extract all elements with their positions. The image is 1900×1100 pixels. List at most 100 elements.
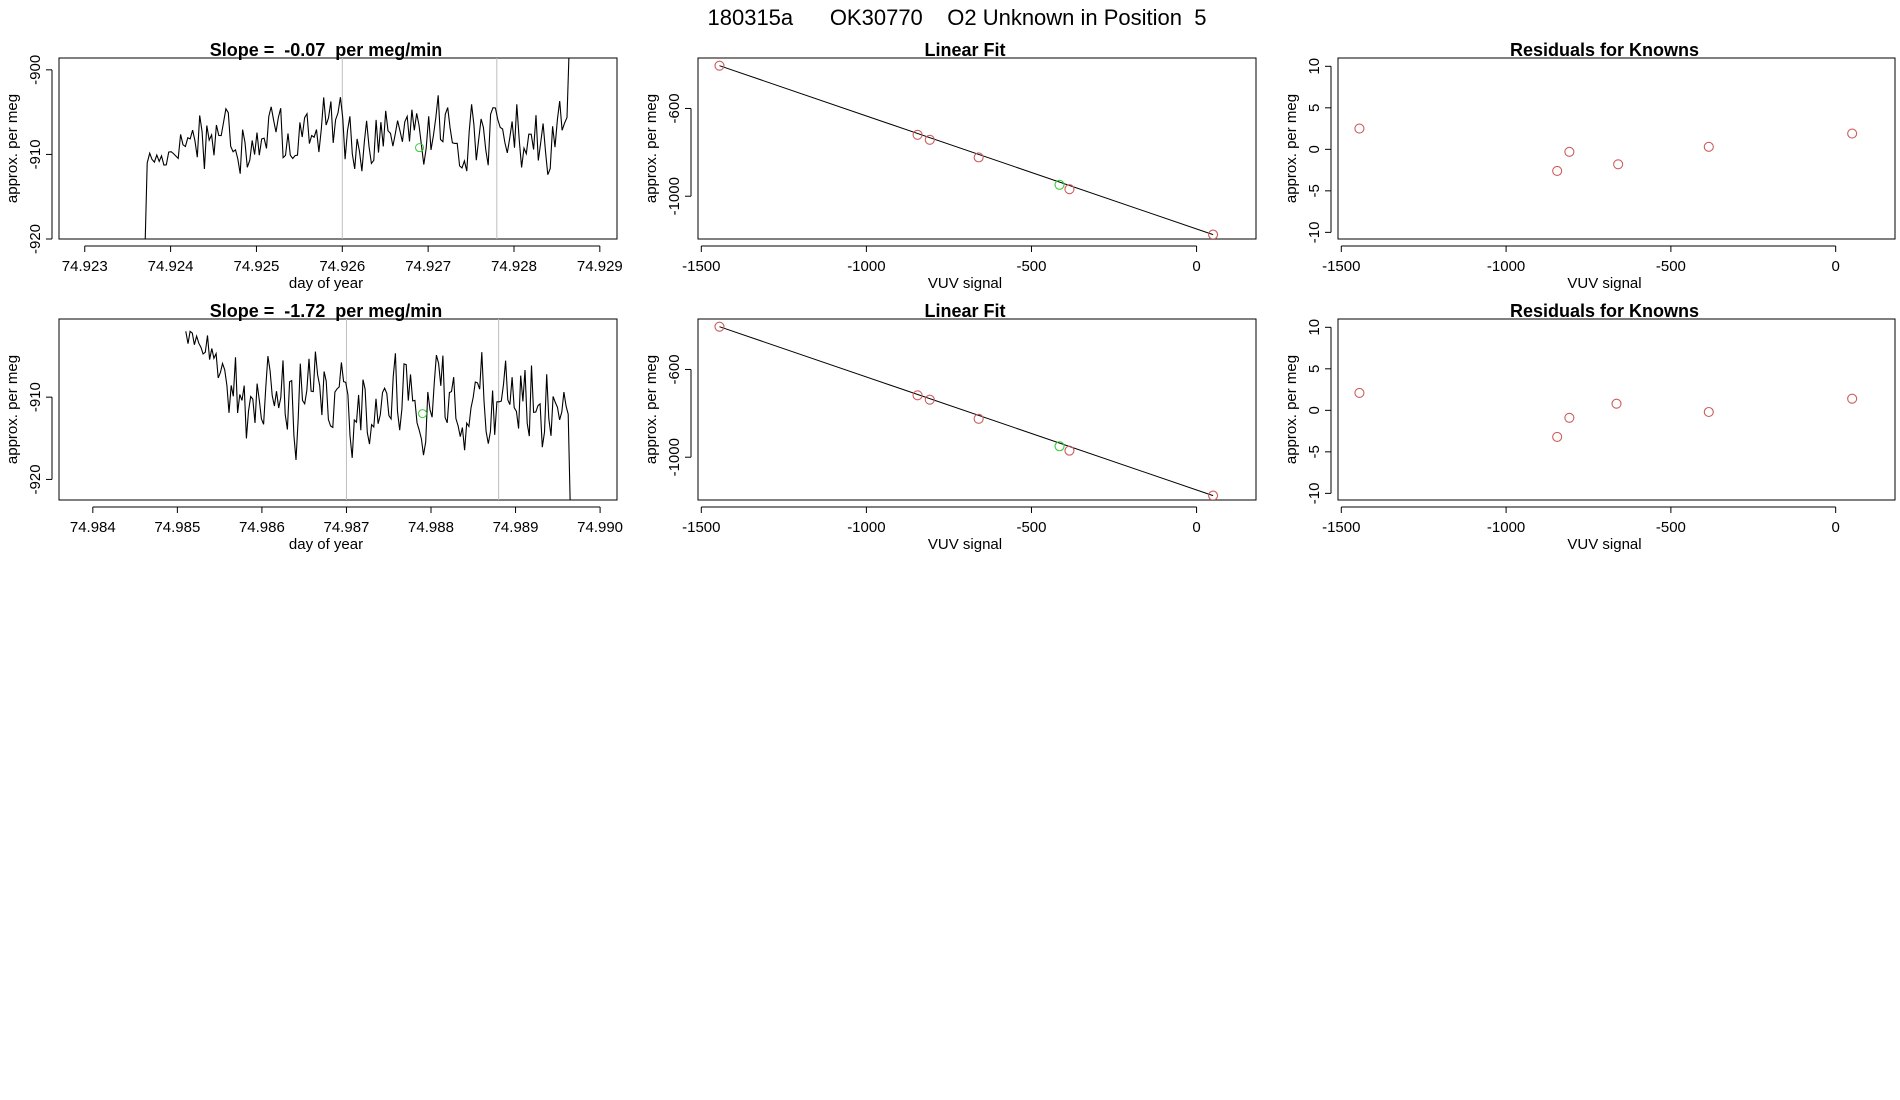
unknown-point — [1054, 441, 1065, 452]
chart-panel-3: Residuals for Knowns -1500 -1000 -500 0 VUV s… — [1283, 40, 1896, 292]
y-tick-label: -5 — [1306, 445, 1323, 458]
x-tick-label: 74.989 — [493, 519, 539, 536]
x-tick-label: 74.929 — [577, 258, 623, 275]
series-line — [144, 58, 570, 239]
x-tick-label: -500 — [1656, 258, 1686, 275]
x-tick-label: -1000 — [1487, 519, 1525, 536]
plot-area — [1354, 387, 1858, 442]
x-axis: 74.984 74.985 74.986 74.987 74.988 74.989 74.9… — [70, 506, 623, 553]
x-tick-label: 0 — [1192, 258, 1200, 275]
x-axis-label: VUV signal — [928, 536, 1002, 553]
known-point — [1703, 406, 1714, 418]
plot-area — [185, 319, 571, 500]
y-tick-label: -1000 — [666, 177, 683, 215]
x-axis-label: VUV signal — [928, 275, 1002, 292]
known-point — [1552, 165, 1563, 176]
x-tick-label: -1500 — [682, 519, 720, 536]
known-point — [1354, 387, 1365, 398]
y-axis-label: approx. per meg — [1283, 94, 1300, 203]
chart-title: Slope = -1.72 per meg/min — [210, 301, 443, 321]
plot-area — [144, 58, 570, 239]
chart-panel-6: Residuals for Knowns -1500 -1000 -500 0 VUV s… — [1283, 301, 1896, 553]
known-point — [973, 413, 984, 424]
x-tick-label: 74.927 — [405, 258, 451, 275]
y-tick-label: 10 — [1306, 319, 1323, 336]
y-axis-label: approx. per meg — [1283, 355, 1300, 464]
known-point — [1847, 393, 1858, 404]
known-point — [714, 60, 725, 71]
plot-area — [714, 60, 1219, 239]
page-title: 180315a OK30770 O2 Unknown in Position 5 — [708, 5, 1207, 30]
known-point — [1611, 398, 1622, 409]
unknown-point — [1054, 179, 1065, 190]
x-tick-label: -1500 — [1322, 258, 1360, 275]
plot-frame — [697, 57, 1257, 240]
x-tick-label: 74.928 — [491, 258, 537, 275]
x-tick-label: -1500 — [682, 258, 720, 275]
plot-frame — [697, 318, 1257, 501]
known-point — [714, 321, 725, 332]
x-tick-label: 74.926 — [319, 258, 365, 275]
y-tick-label: -10 — [1306, 483, 1323, 505]
y-tick-label: -920 — [27, 464, 44, 494]
x-axis: 74.923 74.924 74.925 74.926 74.927 74.928 74.9… — [62, 245, 623, 292]
y-tick-label: 10 — [1306, 58, 1323, 75]
y-tick-label: -10 — [1306, 222, 1323, 244]
y-axis: 10 5 0 -5 -10 approx. per meg — [1283, 58, 1332, 244]
y-axis: -600 -1000 approx. per meg — [643, 93, 692, 215]
x-axis: -1500 -1000 -500 0 VUV signal — [682, 245, 1201, 292]
unknown-marker — [415, 143, 425, 153]
x-tick-label: -500 — [1656, 519, 1686, 536]
known-point — [1064, 445, 1075, 456]
known-point — [1847, 128, 1858, 139]
known-point — [1064, 184, 1075, 195]
known-point — [924, 394, 935, 405]
plot-frame — [1337, 57, 1896, 240]
chart-title: Linear Fit — [924, 301, 1005, 321]
x-axis: -1500 -1000 -500 0 VUV signal — [1322, 245, 1840, 292]
plot-frame — [1337, 318, 1896, 501]
plot-area — [1354, 123, 1858, 176]
x-tick-label: 74.988 — [408, 519, 454, 536]
unknown-marker — [418, 409, 428, 419]
known-point — [1208, 490, 1219, 500]
known-point — [912, 390, 923, 401]
chart-title: Residuals for Knowns — [1510, 301, 1699, 321]
x-tick-label: 0 — [1832, 258, 1840, 275]
y-axis-label: approx. per meg — [4, 355, 21, 464]
x-tick-label: -500 — [1016, 258, 1046, 275]
chart-title: Residuals for Knowns — [1510, 40, 1699, 60]
fit-line — [719, 65, 1214, 236]
y-tick-label: -600 — [666, 93, 683, 123]
y-tick-label: 5 — [1306, 365, 1323, 373]
plot-frame — [58, 57, 618, 240]
x-tick-label: 74.985 — [154, 519, 200, 536]
x-tick-label: 74.925 — [234, 258, 280, 275]
x-axis: -1500 -1000 -500 0 VUV signal — [1322, 506, 1840, 553]
x-tick-label: 74.923 — [62, 258, 108, 275]
plot-frame — [58, 318, 618, 501]
y-axis-label: approx. per meg — [4, 94, 21, 203]
x-tick-label: -1500 — [1322, 519, 1360, 536]
known-point — [1564, 412, 1575, 423]
known-point — [1613, 159, 1624, 170]
y-tick-label: -920 — [27, 224, 44, 254]
known-point — [1552, 431, 1563, 442]
plot-area — [714, 321, 1219, 500]
y-tick-label: -1000 — [666, 438, 683, 476]
x-axis-label: VUV signal — [1567, 275, 1641, 292]
x-axis-label: day of year — [289, 536, 363, 553]
y-tick-label: -600 — [666, 354, 683, 384]
chart-title: Slope = -0.07 per meg/min — [210, 40, 443, 60]
y-axis: -910 -920 approx. per meg — [4, 355, 53, 494]
known-point — [973, 152, 984, 163]
y-axis: -600 -1000 approx. per meg — [643, 354, 692, 476]
y-axis-label: approx. per meg — [643, 94, 660, 203]
y-tick-label: -900 — [27, 55, 44, 85]
series-line — [185, 330, 571, 500]
x-tick-label: -1000 — [847, 519, 885, 536]
y-axis: 10 5 0 -5 -10 approx. per meg — [1283, 319, 1332, 505]
